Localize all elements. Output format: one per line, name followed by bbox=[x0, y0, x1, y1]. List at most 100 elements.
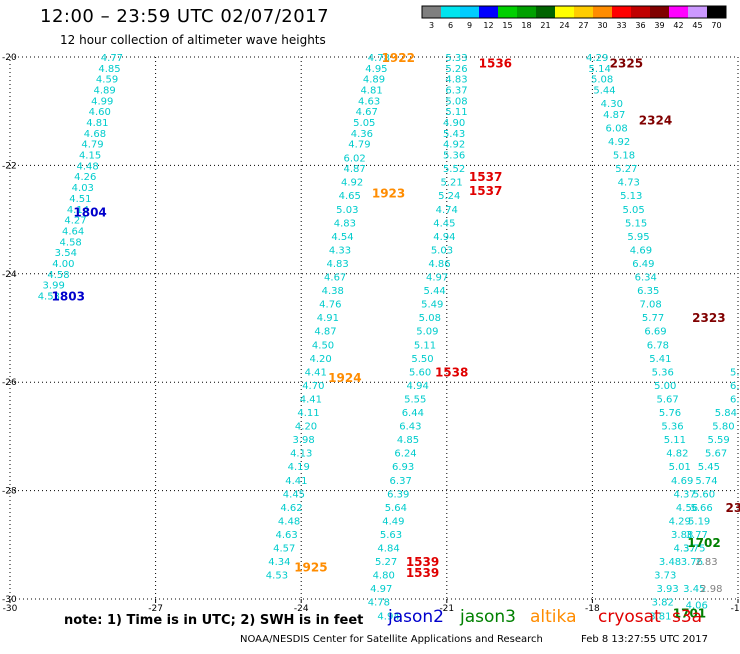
swh-value: 4.45 bbox=[283, 489, 305, 500]
swh-value: 4.76 bbox=[319, 300, 341, 311]
swh-value: 6.44 bbox=[402, 408, 424, 419]
swh-value: 4.29 bbox=[586, 53, 608, 64]
swh-value: 4.79 bbox=[348, 140, 370, 151]
y-tick-label: -30 bbox=[2, 595, 17, 605]
swh-value: 4.91 bbox=[317, 313, 339, 324]
swh-value: 3.73 bbox=[654, 571, 676, 582]
colorbar-swatch bbox=[441, 6, 460, 18]
plot-frame bbox=[9, 56, 739, 600]
colorbar-swatch bbox=[631, 6, 650, 18]
swh-value: 5.44 bbox=[593, 86, 615, 97]
pass-label-altika: 1923 bbox=[372, 187, 405, 201]
pass-label-s3a: 2325 bbox=[610, 56, 643, 70]
swh-value: 4.48 bbox=[278, 516, 300, 527]
chart-title: 12:00 – 23:59 UTC 02/07/2017 bbox=[40, 6, 330, 27]
swh-value: 4.92 bbox=[341, 178, 363, 189]
swh-value: 3.48 bbox=[659, 557, 681, 568]
swh-value: 4.41 bbox=[285, 476, 307, 487]
colorbar-label: 21 bbox=[540, 21, 550, 30]
swh-value: 4.13 bbox=[290, 449, 312, 460]
swh-value: 5.21 bbox=[441, 178, 463, 189]
swh-value: 4.48 bbox=[77, 161, 99, 172]
legend-jason3: jason3 bbox=[460, 607, 516, 627]
swh-value: 4.83 bbox=[334, 218, 356, 229]
swh-value: 5.95 bbox=[627, 232, 649, 243]
colorbar-label: 15 bbox=[502, 21, 512, 30]
swh-value: 6.35 bbox=[637, 286, 659, 297]
swh-value: 4.57 bbox=[273, 544, 295, 555]
swh-value: 6.1 bbox=[730, 394, 740, 405]
swh-value: 6.34 bbox=[635, 273, 657, 284]
swh-value: 4.92 bbox=[608, 137, 630, 148]
colorbar-label: 30 bbox=[597, 21, 607, 30]
swh-value: 5.66 bbox=[690, 503, 712, 514]
swh-value: 5.36 bbox=[652, 367, 674, 378]
swh-value: 5.18 bbox=[613, 151, 635, 162]
swh-value: 5.24 bbox=[438, 191, 460, 202]
colorbar-swatch bbox=[593, 6, 612, 18]
swh-value: 5.36 bbox=[443, 151, 465, 162]
swh-value: 4.11 bbox=[297, 408, 319, 419]
swh-value: 5.11 bbox=[445, 107, 467, 118]
swh-value: 4.87 bbox=[314, 327, 336, 338]
swh-value: 5.41 bbox=[649, 354, 671, 365]
swh-value: 4.60 bbox=[89, 107, 111, 118]
swh-value: 4.37 bbox=[673, 489, 695, 500]
footer-note: note: 1) Time is in UTC; 2) SWH is in fe… bbox=[64, 613, 364, 628]
pass-label-altika: 1924 bbox=[328, 371, 361, 385]
colorbar-label: 24 bbox=[559, 21, 569, 30]
colorbar-label: 9 bbox=[467, 21, 472, 30]
grid bbox=[10, 57, 738, 599]
swh-value: 4.27 bbox=[64, 216, 86, 227]
y-tick-label: -28 bbox=[2, 487, 17, 497]
y-tick-label: -20 bbox=[2, 53, 17, 63]
swh-value: 4.92 bbox=[443, 140, 465, 151]
swh-value: 5.76 bbox=[659, 408, 681, 419]
swh-value: 5.03 bbox=[431, 245, 453, 256]
swh-value: 5.03 bbox=[336, 205, 358, 216]
swh-value: 5.49 bbox=[421, 300, 443, 311]
swh-value: 5.80 bbox=[712, 422, 734, 433]
swh-value: 4.20 bbox=[295, 422, 317, 433]
swh-value: 4.38 bbox=[322, 286, 344, 297]
colorbar-label: 36 bbox=[635, 21, 645, 30]
swh-value: 4.26 bbox=[74, 172, 96, 183]
colorbar-swatch bbox=[574, 6, 593, 18]
swh-value: 5.11 bbox=[414, 340, 436, 351]
y-tick-label: -24 bbox=[2, 270, 17, 280]
swh-value: 5.60 bbox=[693, 489, 715, 500]
swh-value: 5.60 bbox=[409, 367, 431, 378]
swh-value: 5.77 bbox=[642, 313, 664, 324]
swh-value: 5.55 bbox=[404, 394, 426, 405]
colorbar-swatch bbox=[707, 6, 726, 18]
swh-value: 4.89 bbox=[363, 75, 385, 86]
swh-value: 4.30 bbox=[601, 99, 623, 110]
swh-value: 4.53 bbox=[266, 571, 288, 582]
pass-label-jason3: 1701 bbox=[673, 607, 706, 621]
pass-label-cryosat: 1539 bbox=[406, 555, 439, 569]
swh-value: 4.53 bbox=[38, 291, 60, 302]
swh-value: 4.63 bbox=[358, 96, 380, 107]
swh-value: 4.97 bbox=[426, 273, 448, 284]
swh-value: 6.78 bbox=[647, 340, 669, 351]
x-tick-label: -18 bbox=[585, 604, 600, 614]
swh-value: 4.85 bbox=[98, 64, 120, 75]
swh-value: 6.24 bbox=[394, 449, 416, 460]
legend-s3a: s3a bbox=[672, 607, 703, 627]
pass-label-cryosat: 1539 bbox=[406, 566, 439, 580]
pass-label-s3a: 2323 bbox=[692, 311, 725, 325]
swh-value: 3.54 bbox=[55, 248, 77, 259]
swh-value: 3.82 bbox=[652, 598, 674, 609]
x-tick-label: -24 bbox=[294, 604, 309, 614]
colorbar-swatch bbox=[669, 6, 688, 18]
colorbar-swatch bbox=[650, 6, 669, 18]
swh-value: 4.89 bbox=[94, 86, 116, 97]
wave-height-points: 4.774.854.594.894.994.604.814.684.794.15… bbox=[38, 53, 740, 622]
swh-value: 6.49 bbox=[632, 259, 654, 270]
colorbar-label: 70 bbox=[711, 21, 721, 30]
y-tick-label: -22 bbox=[2, 161, 17, 171]
swh-value: 5.26 bbox=[445, 64, 467, 75]
swh-value: 4.87 bbox=[343, 164, 365, 175]
